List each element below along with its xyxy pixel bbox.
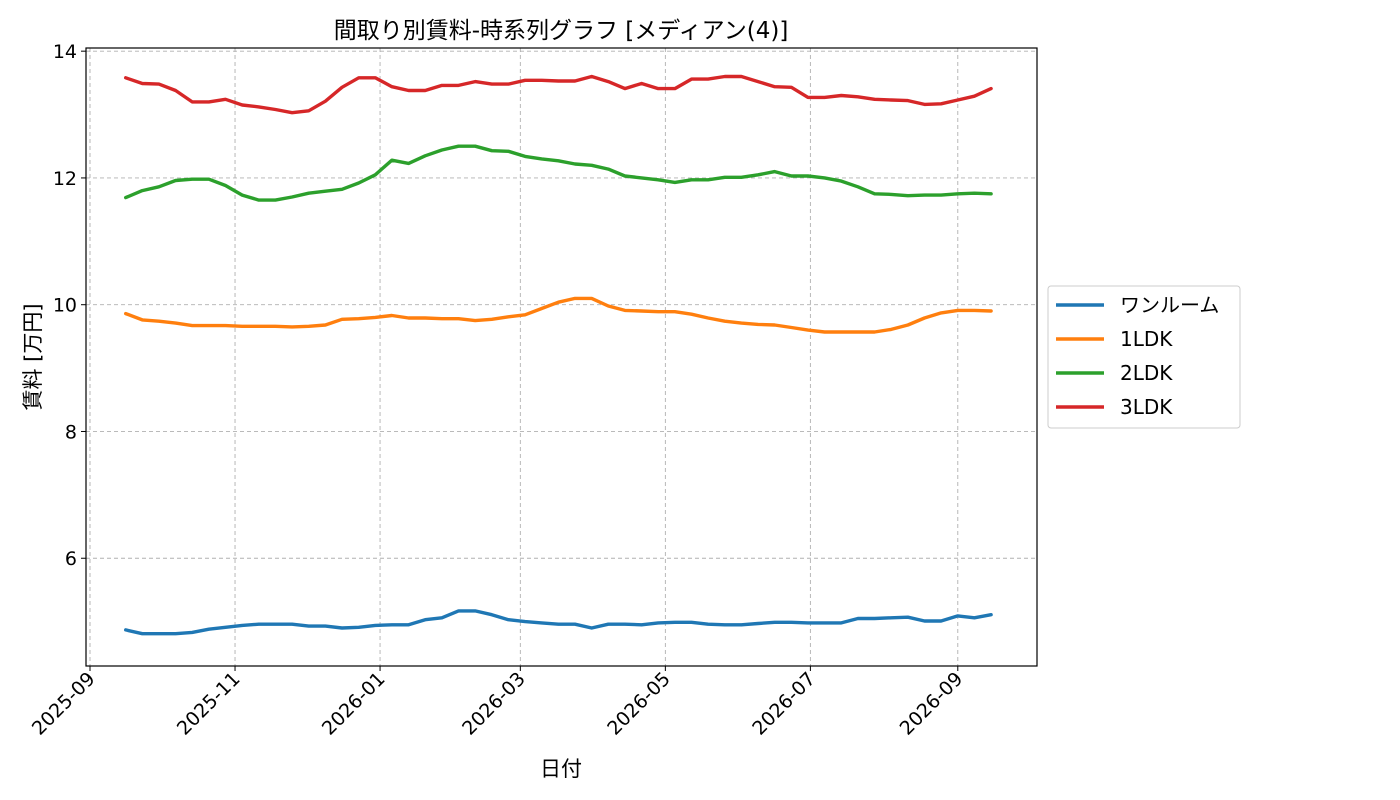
series-line-0 xyxy=(123,609,993,636)
legend-label: 2LDK xyxy=(1120,361,1173,385)
grid xyxy=(86,48,1037,666)
series-lines xyxy=(123,74,993,636)
x-tick-label: 2025-11 xyxy=(173,668,245,740)
y-tick-label: 14 xyxy=(53,41,77,63)
legend-label: ワンルーム xyxy=(1120,293,1219,317)
chart-title: 間取り別賃料-時系列グラフ [メディアン(4)] xyxy=(334,18,789,44)
legend-frame xyxy=(1047,285,1241,429)
x-tick-label: 2026-07 xyxy=(748,668,820,740)
y-tick-label: 6 xyxy=(65,548,77,570)
x-axis: 2025-09 2025-11 2026-01 2026-03 2026-05 2026-… xyxy=(28,666,967,740)
legend: ワンルーム 1LDK 2LDK 3LDK xyxy=(1047,285,1241,429)
series-line-3 xyxy=(123,74,993,115)
y-tick-label: 10 xyxy=(53,295,77,317)
series-line-2 xyxy=(123,144,993,202)
plot-area-frame xyxy=(85,47,1038,667)
y-axis-label: 賃料 [万円] xyxy=(21,303,45,410)
y-tick-label: 12 xyxy=(53,168,77,190)
x-tick-label: 2026-05 xyxy=(603,668,675,740)
x-tick-label: 2026-09 xyxy=(896,668,968,740)
series-line-1 xyxy=(123,296,993,334)
legend-label: 3LDK xyxy=(1120,395,1173,419)
y-axis: 6 8 10 12 14 xyxy=(53,41,86,570)
legend-label: 1LDK xyxy=(1120,327,1173,351)
x-axis-label: 日付 xyxy=(540,757,582,781)
x-tick-label: 2025-09 xyxy=(28,668,100,740)
x-tick-label: 2026-03 xyxy=(458,668,530,740)
y-tick-label: 8 xyxy=(65,421,77,443)
x-tick-label: 2026-01 xyxy=(318,668,390,740)
